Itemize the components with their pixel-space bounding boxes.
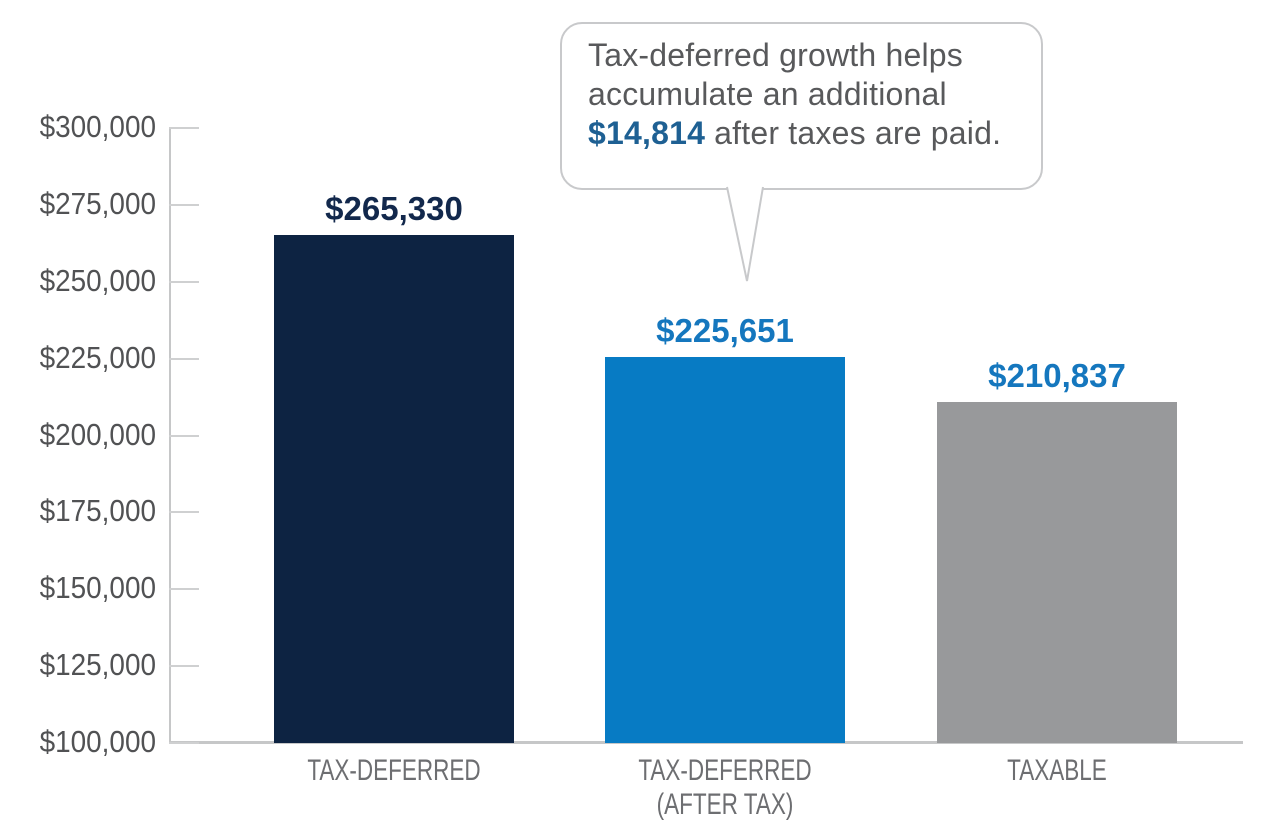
y-tick-label: $100,000 xyxy=(39,724,156,759)
callout-line3: after taxes are paid. xyxy=(714,115,1002,151)
y-tick xyxy=(169,127,199,129)
y-tick xyxy=(169,588,199,591)
callout-line1: Tax-deferred growth helps xyxy=(588,37,963,73)
y-tick xyxy=(169,434,199,437)
bar-value-label: $225,651 xyxy=(656,311,794,349)
callout-line2: accumulate an additional xyxy=(588,76,947,112)
callout-tail-icon xyxy=(726,186,764,282)
callout: Tax-deferred growth helps accumulate an … xyxy=(560,22,1043,190)
category-label: TAXABLE xyxy=(1007,754,1107,787)
bar xyxy=(605,356,845,743)
bar-value-label: $210,837 xyxy=(988,357,1126,395)
y-tick-label: $125,000 xyxy=(39,647,156,683)
y-tick xyxy=(169,665,199,668)
y-tick-label: $175,000 xyxy=(39,493,156,529)
y-tick xyxy=(169,203,199,206)
callout-text: Tax-deferred growth helps accumulate an … xyxy=(588,36,1001,153)
bar xyxy=(937,402,1177,743)
y-tick xyxy=(169,280,199,283)
y-tick xyxy=(169,742,199,744)
y-tick xyxy=(169,357,199,360)
y-tick-label: $200,000 xyxy=(39,416,156,452)
category-label: TAX-DEFERRED xyxy=(307,754,481,787)
bar-value-label: $265,330 xyxy=(325,189,463,227)
bar xyxy=(274,234,514,743)
y-tick-label: $275,000 xyxy=(39,185,156,221)
y-tick-label: $225,000 xyxy=(39,339,156,375)
y-tick xyxy=(169,511,199,514)
callout-amount: $14,814 xyxy=(588,115,706,151)
y-tick-label: $150,000 xyxy=(39,570,156,606)
category-label: TAX-DEFERRED (AFTER TAX) xyxy=(638,754,812,821)
y-tick-label: $250,000 xyxy=(39,262,156,298)
y-tick-label: $300,000 xyxy=(39,109,156,144)
